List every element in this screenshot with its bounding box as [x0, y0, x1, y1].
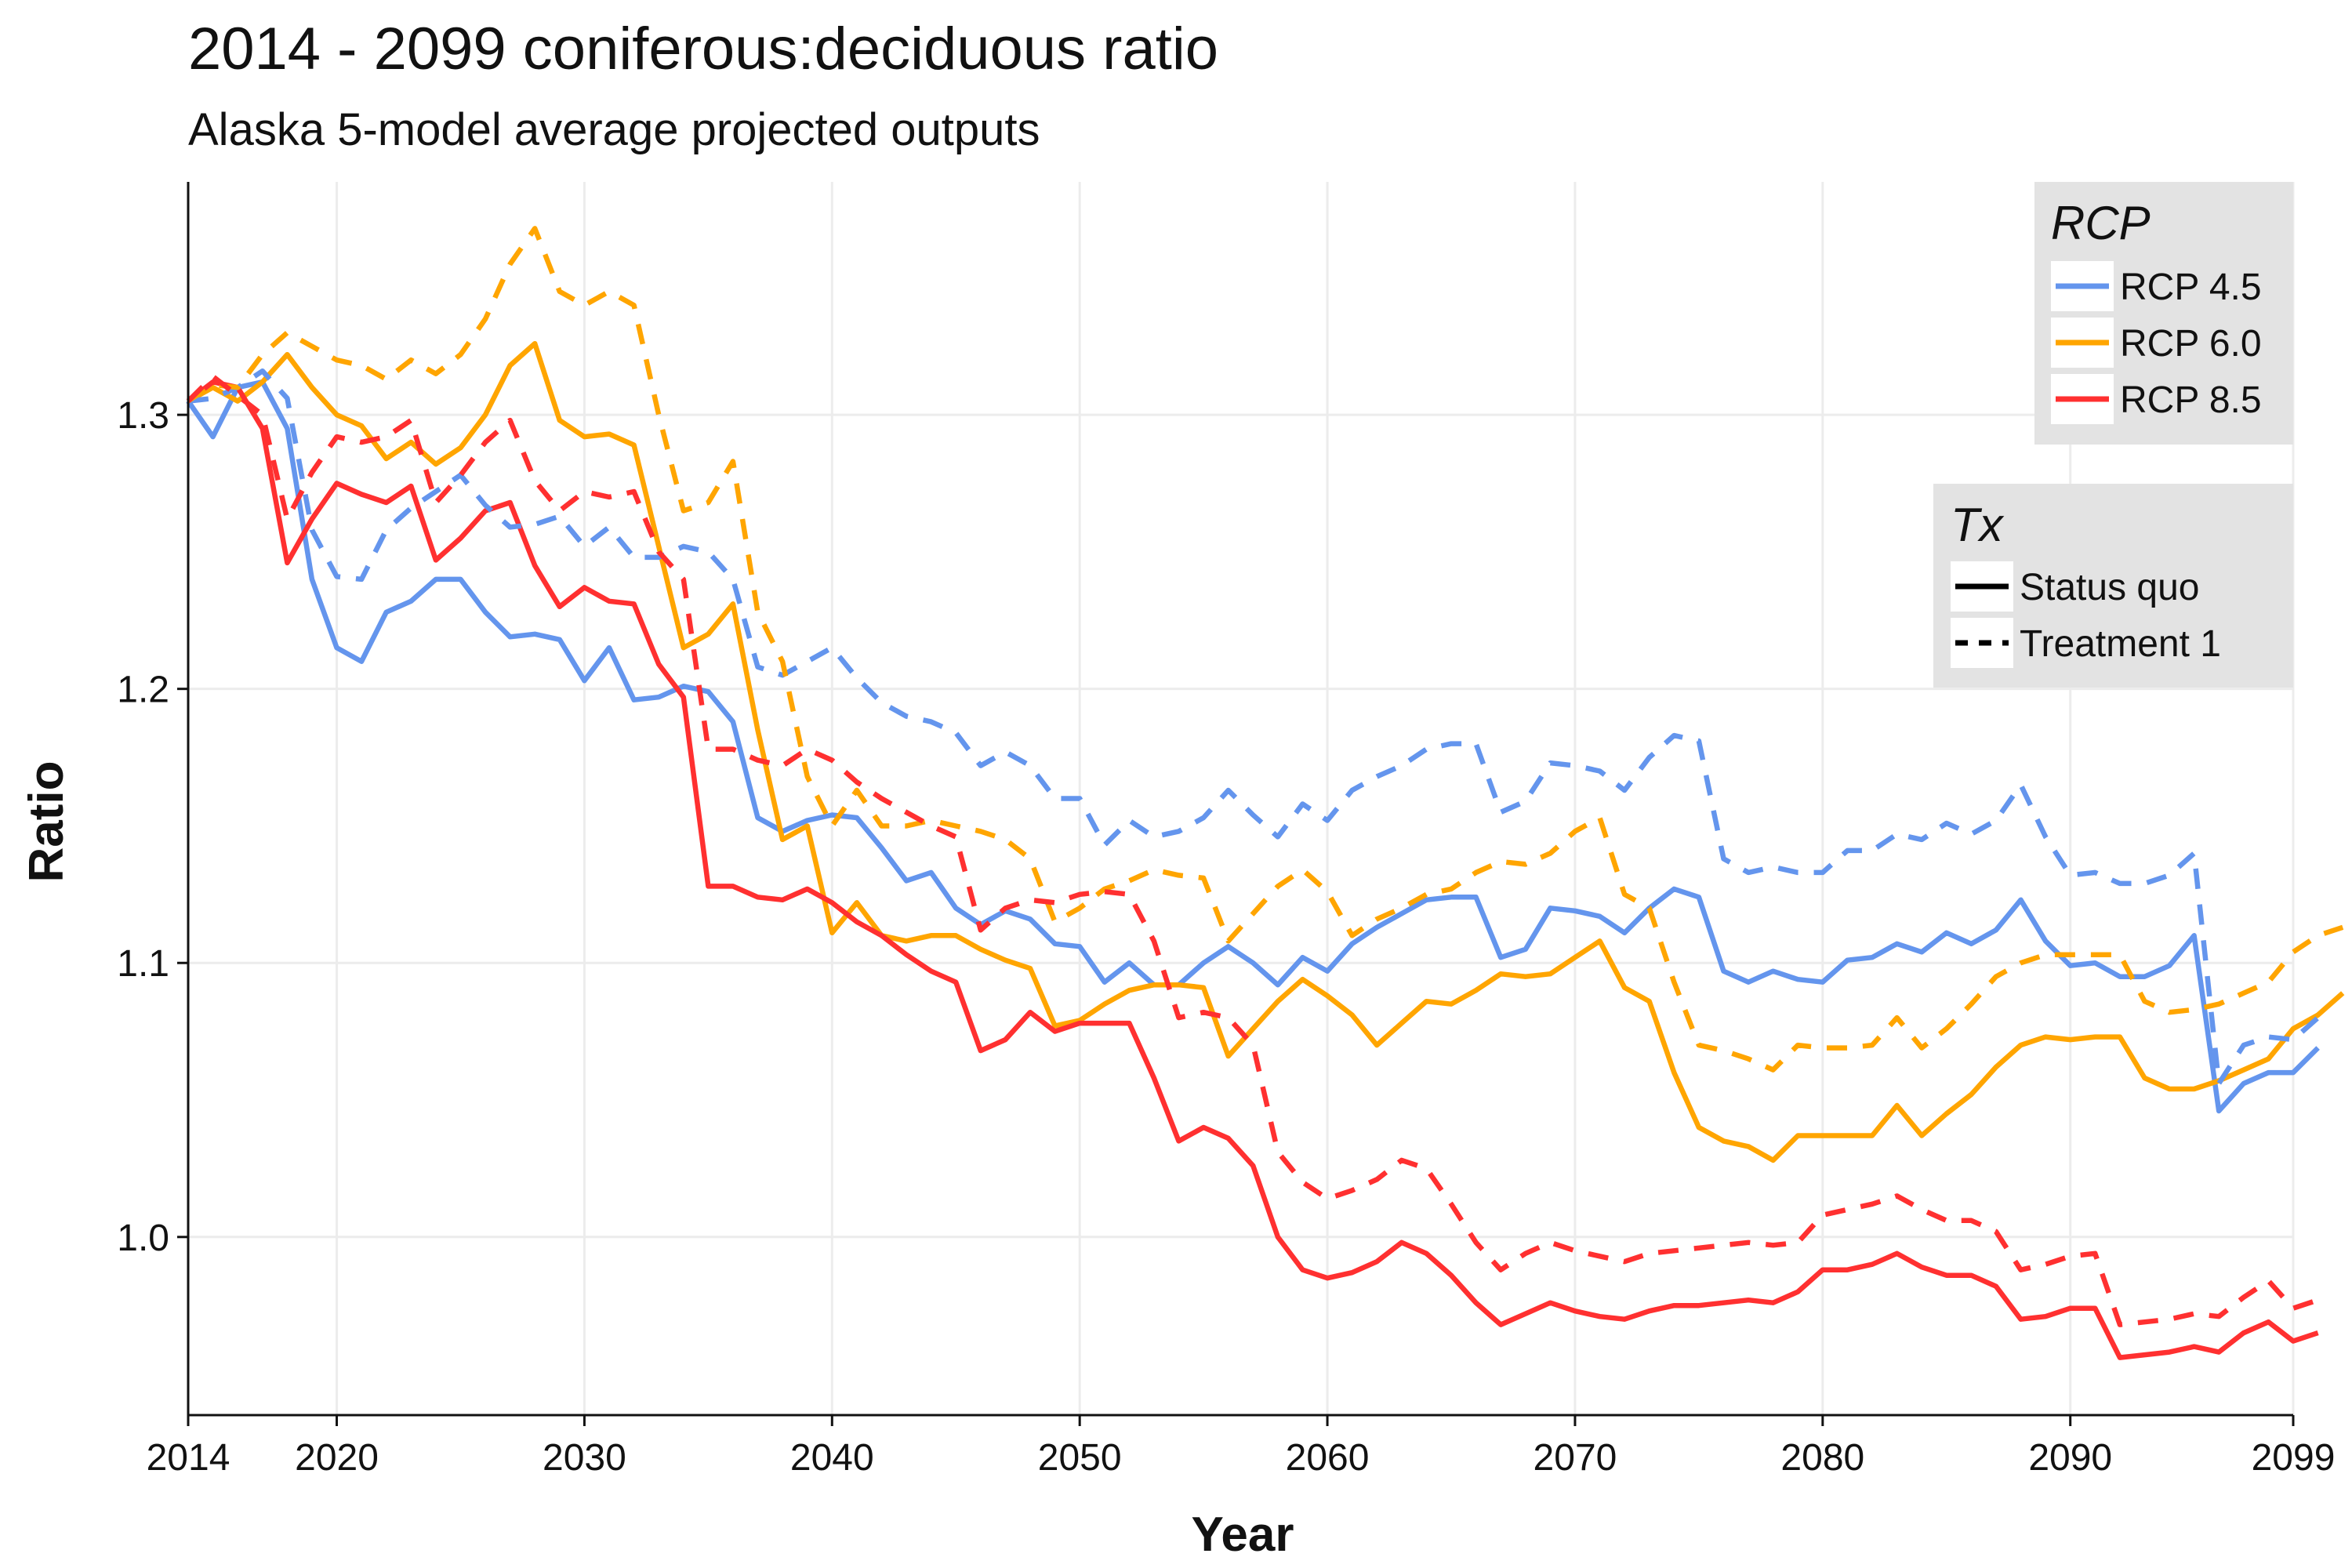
x-tick-label: 2030 [543, 1437, 626, 1479]
x-tick-label: 2099 [2252, 1437, 2336, 1479]
legend-tx: Tx Status quo Treatment 1 [1933, 484, 2293, 688]
legend-rcp: RCP RCP 4.5 RCP 6.0 RCP 8.5 [2034, 182, 2293, 445]
legend-tx-title: Tx [1951, 499, 2005, 551]
tick-labels: 2014 2020 2030 2040 2050 2060 2070 2080 2090 2099… [117, 395, 2335, 1479]
x-axis-label: Year [1191, 1508, 1294, 1562]
chart-title: 2014 - 2099 coniferous:deciduous ratio [188, 16, 1218, 82]
legend-rcp-label: RCP 8.5 [2120, 379, 2262, 421]
y-tick-label: 1.0 [117, 1218, 169, 1259]
y-tick-label: 1.3 [117, 395, 169, 437]
x-tick-label: 2060 [1286, 1437, 1370, 1479]
x-tick-label: 2090 [2028, 1437, 2112, 1479]
x-tick-label: 2050 [1038, 1437, 1122, 1479]
x-tick-label: 2080 [1780, 1437, 1864, 1479]
x-tick-label: 2040 [790, 1437, 874, 1479]
legend-rcp-label: RCP 4.5 [2120, 267, 2262, 308]
axes [187, 182, 2293, 1417]
legend-tx-label: Status quo [2020, 567, 2200, 608]
series-line [187, 368, 2320, 1087]
series-line [187, 226, 2344, 1073]
series-line [186, 373, 2319, 1327]
legend-rcp-label: RCP 6.0 [2120, 323, 2262, 365]
series-line [187, 379, 2319, 1360]
x-tick-label: 2070 [1534, 1437, 1617, 1479]
x-tick-label: 2014 [147, 1437, 230, 1479]
legend-rcp-title: RCP [2051, 197, 2151, 249]
legend-tx-label: Treatment 1 [2020, 623, 2221, 665]
series-lines [186, 226, 2345, 1360]
y-tick-label: 1.2 [117, 670, 169, 711]
series-line [187, 340, 2345, 1163]
y-tick-label: 1.1 [117, 943, 169, 985]
chart-subtitle: Alaska 5-model average projected outputs [188, 104, 1040, 155]
y-axis-label: Ratio [20, 761, 74, 883]
series-line [186, 379, 2320, 1114]
gridlines [187, 182, 2295, 1415]
x-tick-label: 2020 [295, 1437, 379, 1479]
